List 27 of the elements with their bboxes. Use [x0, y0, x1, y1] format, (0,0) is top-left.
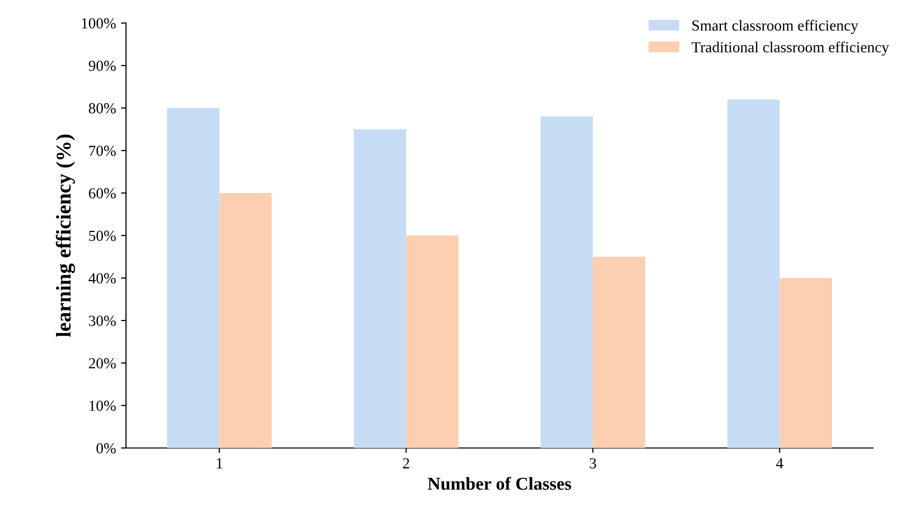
- y-tick-label: 50%: [89, 230, 116, 242]
- y-tick-label: 20%: [88, 358, 116, 369]
- y-tick-label: 70%: [89, 146, 116, 156]
- y-tick-label: 40%: [88, 273, 116, 284]
- y-tick-label: 30%: [89, 316, 116, 326]
- bar: [592, 256, 646, 448]
- y-tick-label: 100%: [82, 18, 116, 29]
- bar: [540, 116, 593, 448]
- bar: [219, 193, 272, 448]
- bar: [727, 100, 780, 448]
- bar: [167, 108, 220, 448]
- y-tick-label: 80%: [88, 103, 116, 114]
- y-tick-label: 0%: [96, 443, 116, 454]
- legend-label: Traditional classroom efficiency: [692, 41, 890, 56]
- x-tick-label: 4: [776, 458, 784, 468]
- y-tick-label: 60%: [88, 188, 116, 199]
- x-tick-label: 2: [402, 458, 410, 468]
- bar: [354, 129, 406, 448]
- x-tick-label: 1: [216, 458, 222, 468]
- bar: [406, 236, 458, 448]
- y-tick-label: 10%: [90, 400, 116, 412]
- y-tick-label: 90%: [88, 60, 116, 72]
- x-axis-title: Number of Classes: [428, 476, 572, 490]
- legend-label: Smart classroom efficiency: [692, 20, 858, 34]
- x-tick-label: 3: [590, 458, 596, 468]
- bar: [780, 278, 832, 448]
- y-axis-title: learning efficiency (%): [56, 134, 76, 337]
